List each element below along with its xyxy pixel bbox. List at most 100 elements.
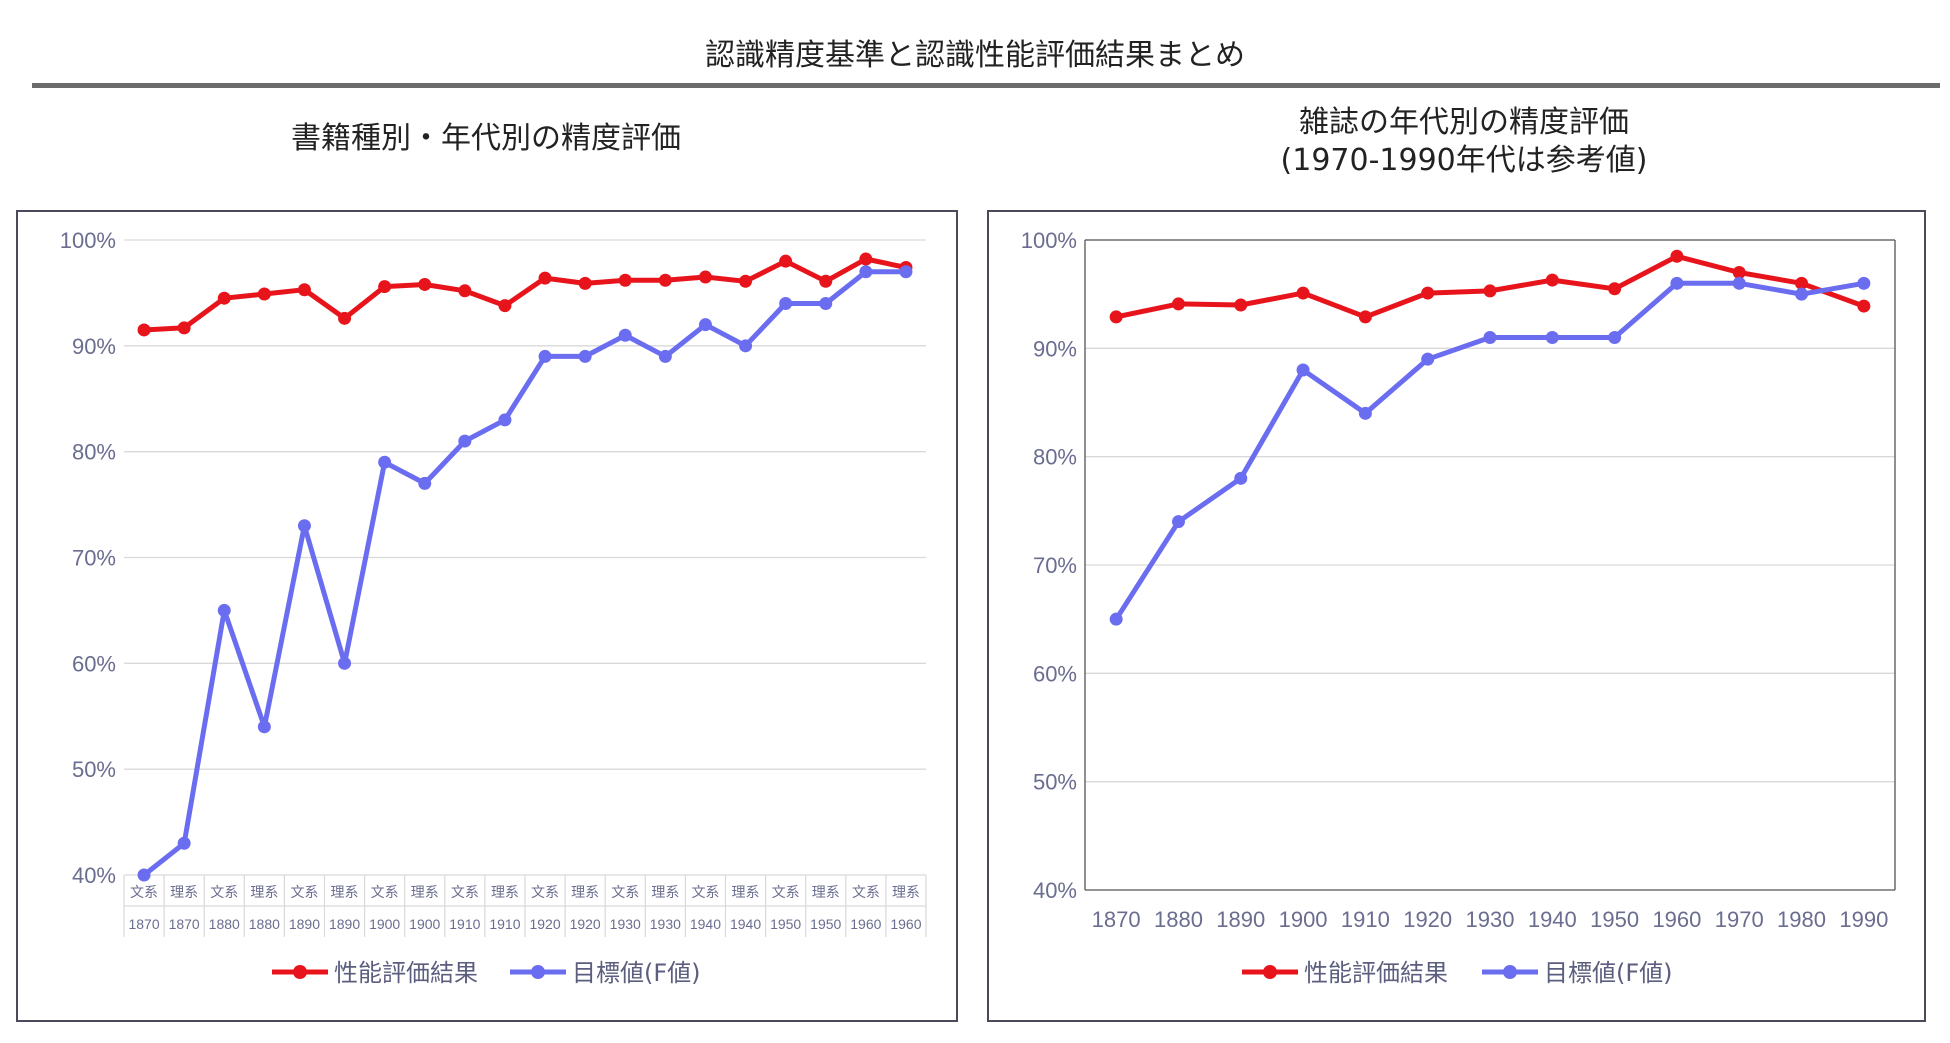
chart1-x-tick-label-decade: 1930 [650, 916, 681, 932]
chart2-series-red-point [1857, 299, 1871, 313]
chart2-series-red-point [1732, 266, 1746, 279]
chart1-x-tick-label-decade: 1930 [610, 916, 641, 932]
chart1-series-blue-point [257, 720, 271, 734]
chart1-x-tick-label-field: 理系 [571, 884, 599, 900]
chart1-series-blue-point [698, 318, 712, 332]
right-chart-title-line2: (1970-1990年代は参考値) [1280, 143, 1648, 178]
left-chart-title: 書籍種別・年代別の精度評価 [291, 121, 681, 156]
chart2-series-red-point [1234, 298, 1248, 312]
chart1-series-red-point [217, 291, 231, 305]
chart1-y-tick-label: 90% [72, 334, 116, 359]
chart1-legend-label: 目標値(F値) [572, 959, 701, 987]
chart1-y-tick-label: 40% [72, 863, 116, 888]
chart2-x-tick-label: 1880 [1154, 907, 1203, 932]
chart2-y-tick-label: 100% [1021, 228, 1077, 253]
chart1-y-tick-label: 70% [72, 546, 116, 571]
chart1-series-red-point [498, 299, 512, 313]
chart2-series-blue-point [1483, 331, 1497, 344]
chart1-x-tick-label-field: 文系 [290, 884, 318, 900]
chart1-series-blue-point [819, 297, 833, 310]
chart1-series-blue-point [899, 265, 913, 279]
chart1-x-tick-label-field: 文系 [611, 884, 639, 900]
chart1-x-tick-label-field: 理系 [411, 884, 439, 900]
chart1-x-tick-label-decade: 1880 [249, 916, 280, 932]
chart1-x-tick-label-field: 文系 [691, 884, 719, 900]
chart1-x-tick-label-field: 文系 [130, 884, 158, 900]
chart2-series-red-point [1296, 286, 1310, 300]
chart1-x-tick-label-field: 理系 [331, 884, 359, 900]
title-divider [32, 83, 1940, 88]
chart1-series-red-point [378, 280, 392, 294]
chart1-x-tick-label-field: 理系 [170, 884, 198, 900]
chart2-x-tick-label: 1980 [1777, 907, 1826, 932]
chart1-series-blue-point [498, 413, 512, 427]
chart2-x-tick-label: 1870 [1092, 907, 1141, 932]
chart2-series-red-point [1109, 310, 1123, 324]
chart2-series-blue-point [1732, 276, 1746, 290]
chart1-series-red-point [658, 273, 672, 287]
chart2-series-blue-point [1421, 352, 1435, 366]
chart1-x-tick-label-decade: 1950 [770, 916, 801, 932]
chart1-x-tick-label-decade: 1950 [810, 916, 841, 932]
chart1-series-red-point [698, 270, 712, 284]
chart1-x-tick-label-field: 理系 [812, 884, 840, 900]
chart1-series-blue-line [142, 269, 906, 877]
chart2-x-tick-label: 1960 [1652, 907, 1701, 932]
chart2-x-tick-label: 1970 [1715, 907, 1764, 932]
chart1-series-blue-point [859, 265, 873, 279]
chart2-legend-swatch-marker [1263, 965, 1277, 979]
chart2-x-tick-label: 1950 [1590, 907, 1639, 932]
chart2-x-tick-label: 1910 [1341, 907, 1390, 932]
chart1-x-tick-label-decade: 1870 [128, 916, 159, 932]
chart1-x-tick-label-field: 理系 [491, 884, 519, 900]
chart1-x-tick-label-field: 文系 [772, 884, 800, 900]
chart2-y-tick-label: 80% [1033, 445, 1077, 470]
chart1-series-red-point [137, 323, 151, 337]
chart2-x-tick-label: 1900 [1279, 907, 1328, 932]
chart2-series-red-point [1483, 284, 1497, 298]
chart1-x-tick-label-decade: 1910 [489, 916, 520, 932]
chart1-x-tick-label-decade: 1890 [329, 916, 360, 932]
chart1-series-blue-point [418, 476, 432, 490]
chart1-x-tick-label-field: 文系 [451, 884, 479, 900]
chart1-series-red-point [338, 311, 352, 325]
chart1-legend-swatch-marker [531, 965, 545, 979]
chart2-series-blue-point [1545, 331, 1559, 344]
chart2-legend-label: 性能評価結果 [1304, 959, 1448, 987]
chart1-series-blue-point [658, 349, 672, 363]
chart1-series-blue-point [137, 868, 151, 882]
chart1-series-red-point [859, 252, 873, 266]
chart1-x-tick-label-decade: 1880 [209, 916, 240, 932]
chart2-series-red-point [1358, 310, 1372, 324]
chart1-series-blue-point [779, 297, 793, 310]
chart1-series-blue-point [217, 603, 231, 617]
chart2-series-red-point [1608, 282, 1622, 296]
chart1-x-tick-label-decade: 1960 [850, 916, 881, 932]
chart1-x-tick-label-field: 理系 [892, 884, 920, 900]
chart2-series-red-point [1795, 276, 1809, 290]
chart1-x-tick-label-decade: 1890 [289, 916, 320, 932]
chart1-series-red-point [418, 277, 432, 291]
chart2-series-blue-point [1109, 612, 1123, 626]
chart2-y-tick-label: 70% [1033, 553, 1077, 578]
chart1-series-blue-point [458, 434, 472, 448]
chart2-series-blue-point [1857, 276, 1871, 290]
chart2-x-tick-label: 1890 [1216, 907, 1265, 932]
right-chart-title-line1: 雑誌の年代別の精度評価 [1299, 105, 1629, 140]
chart2-series-blue-point [1670, 276, 1684, 290]
chart1-series-blue-point [739, 339, 753, 353]
chart1-x-tick-label-field: 文系 [531, 884, 559, 900]
chart1-y-tick-label: 50% [72, 757, 116, 782]
chart1-series-red-point [819, 274, 833, 288]
chart1-series-blue-point [538, 349, 552, 363]
page-title: 認識精度基準と認識性能評価結果まとめ [705, 38, 1245, 73]
chart2-y-tick-label: 90% [1033, 336, 1077, 361]
chart1-y-tick-label: 80% [72, 440, 116, 465]
chart1-series-blue-point [578, 349, 592, 363]
chart2-x-tick-label: 1920 [1403, 907, 1452, 932]
chart2-series-blue-point [1296, 363, 1310, 377]
chart2-series-blue-point [1795, 287, 1809, 301]
chart1-x-tick-label-decade: 1900 [409, 916, 440, 932]
chart1-x-tick-label-decade: 1910 [449, 916, 480, 932]
